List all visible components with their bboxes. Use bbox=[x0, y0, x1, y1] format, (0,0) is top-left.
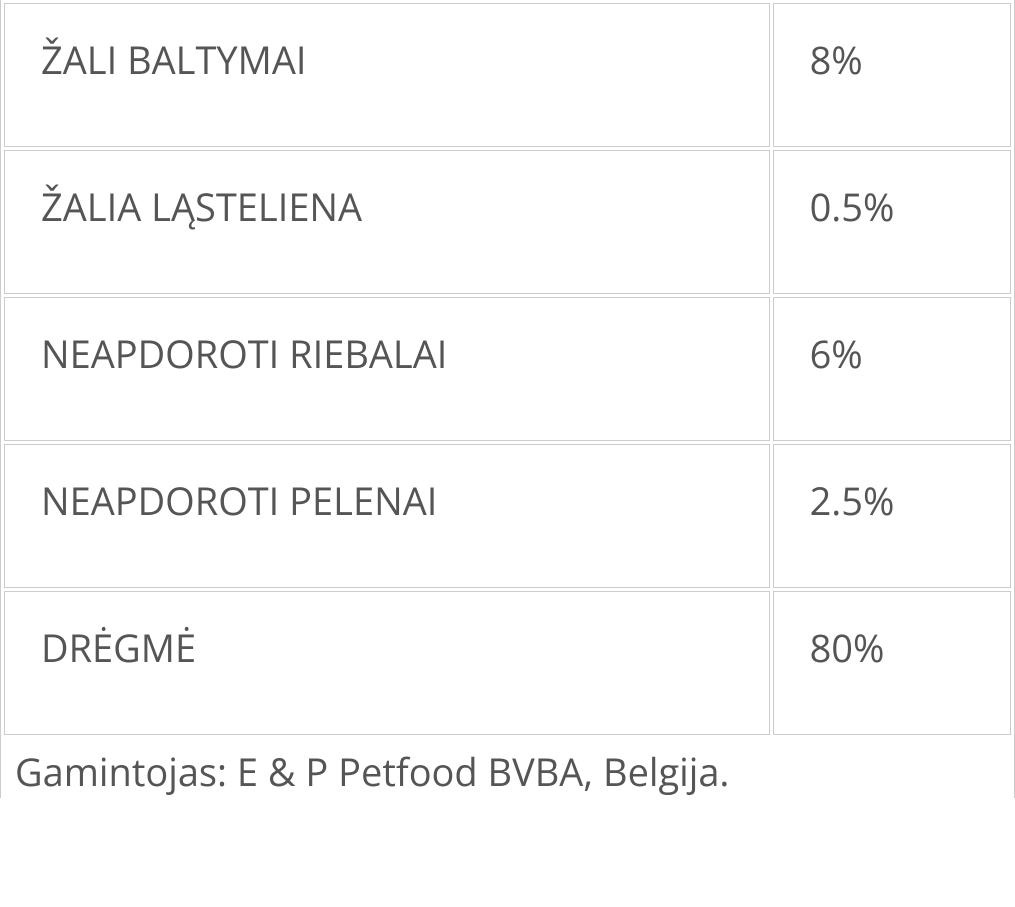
nutrition-label: ŽALI BALTYMAI bbox=[4, 3, 770, 147]
nutrition-value: 0.5% bbox=[773, 150, 1011, 294]
manufacturer-info: Gamintojas: E & P Petfood BVBA, Belgija. bbox=[1, 738, 1014, 798]
table-row: ŽALI BALTYMAI 8% bbox=[4, 3, 1011, 147]
table-row: ŽALIA LĄSTELIENA 0.5% bbox=[4, 150, 1011, 294]
table-row: NEAPDOROTI PELENAI 2.5% bbox=[4, 444, 1011, 588]
nutrition-label: DRĖGMĖ bbox=[4, 591, 770, 735]
table-row: NEAPDOROTI RIEBALAI 6% bbox=[4, 297, 1011, 441]
nutrition-value: 80% bbox=[773, 591, 1011, 735]
nutrition-value: 8% bbox=[773, 3, 1011, 147]
content-wrapper: ŽALI BALTYMAI 8% ŽALIA LĄSTELIENA 0.5% N… bbox=[0, 0, 1015, 798]
nutrition-label: NEAPDOROTI PELENAI bbox=[4, 444, 770, 588]
nutrition-table: ŽALI BALTYMAI 8% ŽALIA LĄSTELIENA 0.5% N… bbox=[1, 0, 1014, 738]
table-row: DRĖGMĖ 80% bbox=[4, 591, 1011, 735]
nutrition-label: ŽALIA LĄSTELIENA bbox=[4, 150, 770, 294]
nutrition-value: 6% bbox=[773, 297, 1011, 441]
nutrition-label: NEAPDOROTI RIEBALAI bbox=[4, 297, 770, 441]
nutrition-value: 2.5% bbox=[773, 444, 1011, 588]
